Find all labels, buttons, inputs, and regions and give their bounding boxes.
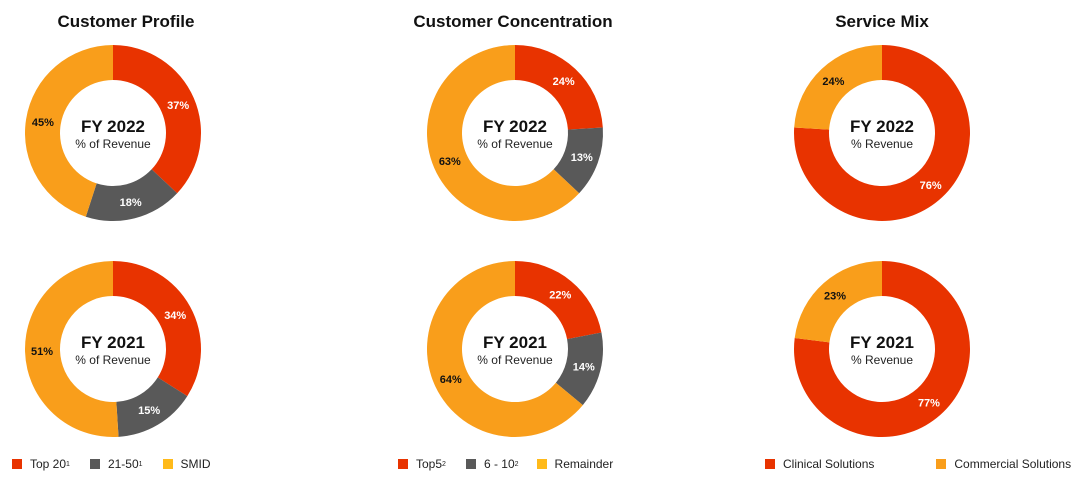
data-label: 76% — [920, 180, 942, 192]
donut-slice-smid — [24, 261, 119, 437]
donut-slice-clinical-solutions — [794, 261, 971, 438]
donut-slice-commercial-solutions — [794, 261, 882, 343]
legend: Top5 2 6 - 10 2 Remainder — [398, 457, 613, 471]
donut-slice-6-10 — [555, 332, 604, 406]
data-label: 22% — [549, 289, 571, 301]
legend-footnote: 1 — [138, 460, 143, 468]
data-label: 24% — [553, 76, 575, 88]
legend-item: Top 20 1 — [12, 457, 70, 471]
legend-swatch — [536, 459, 547, 469]
legend-footnote: 2 — [514, 460, 519, 468]
donut-slice-top5 — [515, 45, 603, 130]
legend-swatch — [765, 459, 775, 469]
chart-title-service-mix: Service Mix — [835, 12, 929, 31]
data-label: 34% — [164, 310, 186, 322]
legend-label: Top 20 — [30, 457, 67, 471]
legend-label: Commercial Solutions — [954, 457, 1072, 471]
donut-slice-top-20 — [113, 261, 201, 397]
legend: Clinical Solutions Commercial Solutions — [765, 457, 1071, 471]
legend-swatch — [162, 459, 173, 469]
donut-slice-remainder — [427, 45, 580, 221]
legend-swatch — [465, 459, 476, 469]
legend-swatch — [398, 459, 408, 469]
donut-slice-top-20 — [113, 45, 202, 194]
legend-label: Remainder — [554, 457, 614, 471]
legend-item: 6 - 10 2 — [465, 457, 519, 471]
donut-slice-21-50 — [85, 169, 178, 222]
data-label: 77% — [918, 397, 940, 409]
chart-title-customer-profile: Customer Profile — [57, 12, 195, 31]
donut-center-subtitle: % Revenue — [851, 353, 913, 367]
data-label: 23% — [824, 291, 846, 303]
data-label: 37% — [167, 100, 189, 112]
legend-item: Top5 2 — [398, 457, 446, 471]
legend-footnote: 1 — [66, 460, 70, 468]
legend-item: Commercial Solutions — [936, 457, 1071, 471]
data-label: 14% — [573, 362, 595, 374]
data-label: 63% — [439, 156, 461, 168]
data-label: 45% — [32, 117, 54, 129]
donut-charts: 37%18%45% FY 2022% of Revenue34%15%51%FY … — [24, 45, 971, 438]
legend-label: 21-50 — [107, 457, 139, 471]
legend-item: SMID — [162, 457, 211, 471]
donut-center-subtitle: % of Revenue — [477, 137, 553, 151]
legend-swatch — [89, 459, 100, 469]
donut-center-subtitle: % of Revenue — [75, 353, 151, 367]
donut-slice-21-50 — [116, 377, 188, 437]
data-label: 51% — [31, 346, 53, 358]
legend-label: Clinical Solutions — [783, 457, 875, 471]
donut-center-year: FY 2021 — [483, 333, 547, 352]
legend-swatch — [936, 459, 947, 469]
donut-center-subtitle: % of Revenue — [477, 353, 553, 367]
donut-center-year: FY 2022 — [483, 117, 547, 136]
donut-slice-6-10 — [553, 127, 603, 194]
donut-slice-clinical-solutions — [794, 45, 970, 221]
data-label: 18% — [120, 197, 142, 209]
legend-swatch — [12, 459, 22, 469]
data-label: 24% — [822, 76, 844, 88]
donut-center-year: FY 2022 — [81, 117, 145, 136]
legend-label: Top5 — [416, 457, 443, 471]
chart-title-customer-concentration: Customer Concentration — [413, 12, 613, 31]
data-label: 13% — [571, 152, 593, 164]
legend-item: Remainder — [536, 457, 614, 471]
donut-center-subtitle: % Revenue — [851, 137, 913, 151]
legend-label: 6 - 10 — [483, 457, 515, 471]
donut-slice-smid — [24, 45, 113, 217]
donut-slice-remainder — [427, 261, 583, 437]
data-label: 64% — [440, 374, 462, 386]
legend-label: SMID — [180, 457, 211, 471]
legend-footnote: 2 — [442, 460, 446, 468]
donut-center-subtitle: % of Revenue — [75, 137, 151, 151]
donut-center-year: FY 2022 — [850, 117, 914, 136]
legend-item: Clinical Solutions — [765, 457, 874, 471]
legend-item: 21-50 1 — [89, 457, 143, 471]
donut-center-year: FY 2021 — [81, 333, 145, 352]
donut-slice-commercial-solutions — [794, 45, 882, 130]
legend: Top 20 1 21-50 1 SMID — [12, 457, 211, 471]
donut-center-year: FY 2021 — [850, 333, 914, 352]
data-label: 15% — [138, 405, 160, 417]
donut-slice-top5 — [515, 261, 602, 340]
